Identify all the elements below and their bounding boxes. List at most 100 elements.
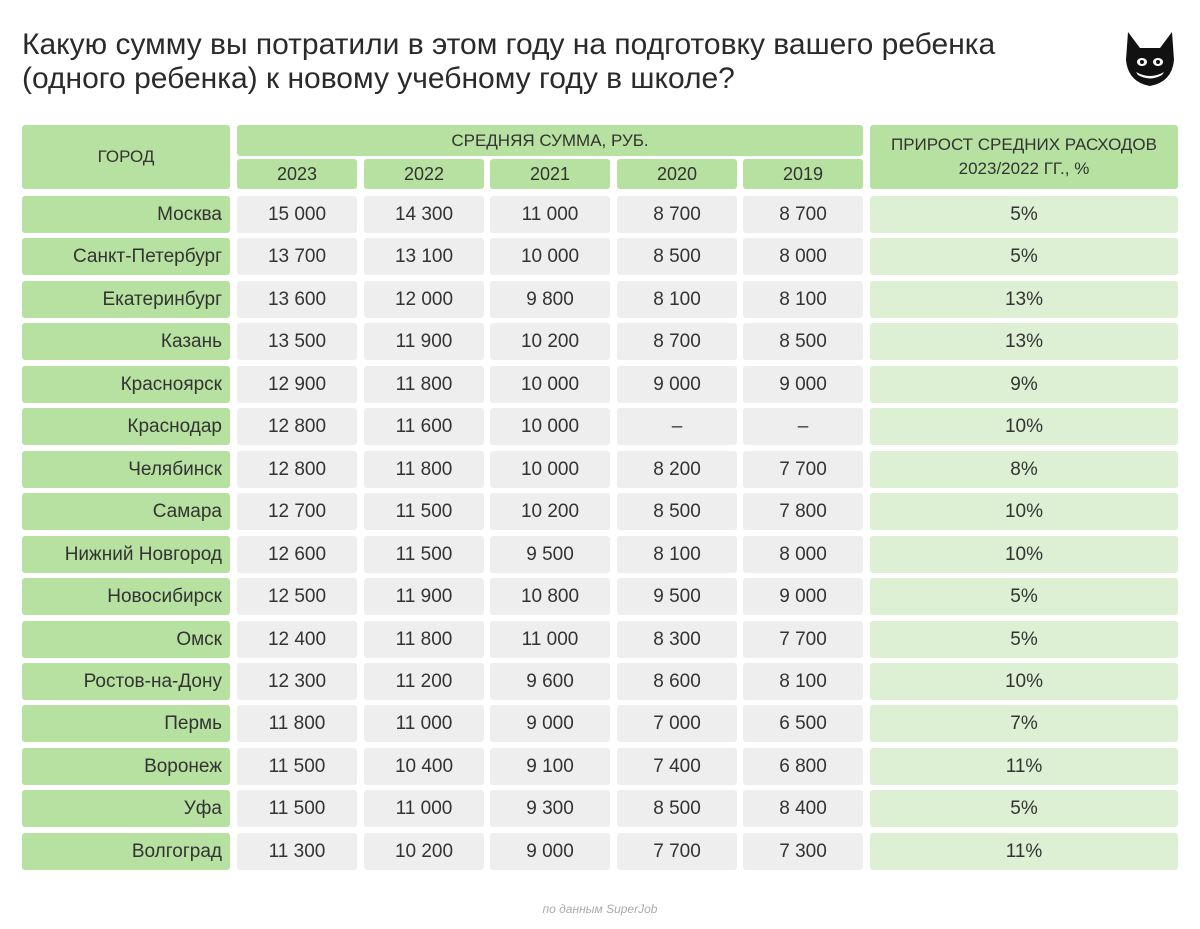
row-city: Санкт-Петербург <box>22 238 230 275</box>
row-value: 11 000 <box>364 790 484 827</box>
row-value: 14 300 <box>364 196 484 233</box>
row-growth: 10% <box>870 536 1178 573</box>
row-value: 12 800 <box>237 408 357 445</box>
row-value: 10 000 <box>490 238 610 275</box>
header-year: 2020 <box>617 159 737 189</box>
row-value: 12 700 <box>237 493 357 530</box>
row-value: 6 500 <box>743 705 863 742</box>
row-value: 12 600 <box>237 536 357 573</box>
header-growth-line2: 2023/2022 ГГ., % <box>958 159 1090 178</box>
row-value: 8 600 <box>617 663 737 700</box>
row-value: 15 000 <box>237 196 357 233</box>
row-value: 10 000 <box>490 451 610 488</box>
row-value: 13 600 <box>237 281 357 318</box>
header-year: 2021 <box>490 159 610 189</box>
row-value: 8 500 <box>743 323 863 360</box>
row-value: – <box>617 408 737 445</box>
row-value: 8 100 <box>617 281 737 318</box>
header-year: 2022 <box>364 159 484 189</box>
row-city: Самара <box>22 493 230 530</box>
row-value: 10 000 <box>490 408 610 445</box>
header-city: ГОРОД <box>22 125 230 189</box>
row-value: 11 500 <box>364 536 484 573</box>
row-value: 11 000 <box>490 621 610 658</box>
row-growth: 5% <box>870 790 1178 827</box>
row-value: 8 100 <box>743 663 863 700</box>
row-growth: 11% <box>870 748 1178 785</box>
row-value: 11 800 <box>364 451 484 488</box>
row-value: 9 600 <box>490 663 610 700</box>
row-value: 11 500 <box>364 493 484 530</box>
row-value: 11 300 <box>237 833 357 870</box>
row-value: 11 600 <box>364 408 484 445</box>
row-value: 10 800 <box>490 578 610 615</box>
row-city: Екатеринбург <box>22 281 230 318</box>
row-value: 8 000 <box>743 536 863 573</box>
row-value: 9 000 <box>743 578 863 615</box>
row-city: Краснодар <box>22 408 230 445</box>
row-value: 11 200 <box>364 663 484 700</box>
row-value: 9 500 <box>490 536 610 573</box>
row-city: Волгоград <box>22 833 230 870</box>
row-value: 8 100 <box>743 281 863 318</box>
row-value: 13 700 <box>237 238 357 275</box>
row-value: 8 700 <box>617 196 737 233</box>
row-value: 12 300 <box>237 663 357 700</box>
row-value: 11 000 <box>364 705 484 742</box>
row-value: 13 100 <box>364 238 484 275</box>
row-value: 7 700 <box>743 451 863 488</box>
row-growth: 5% <box>870 621 1178 658</box>
row-value: – <box>743 408 863 445</box>
row-value: 11 800 <box>364 621 484 658</box>
row-value: 7 700 <box>743 621 863 658</box>
header-year: 2023 <box>237 159 357 189</box>
row-value: 11 500 <box>237 748 357 785</box>
row-value: 9 000 <box>617 366 737 403</box>
row-value: 7 800 <box>743 493 863 530</box>
row-value: 8 500 <box>617 238 737 275</box>
row-city: Пермь <box>22 705 230 742</box>
row-value: 8 700 <box>743 196 863 233</box>
row-value: 8 500 <box>617 493 737 530</box>
row-value: 12 400 <box>237 621 357 658</box>
row-growth: 5% <box>870 238 1178 275</box>
row-value: 7 400 <box>617 748 737 785</box>
row-growth: 10% <box>870 493 1178 530</box>
row-value: 11 900 <box>364 578 484 615</box>
row-value: 6 800 <box>743 748 863 785</box>
row-value: 9 800 <box>490 281 610 318</box>
row-city: Казань <box>22 323 230 360</box>
superjob-logo <box>1126 32 1174 86</box>
row-city: Красноярск <box>22 366 230 403</box>
row-value: 10 200 <box>364 833 484 870</box>
row-value: 9 500 <box>617 578 737 615</box>
row-value: 11 500 <box>237 790 357 827</box>
row-value: 11 800 <box>364 366 484 403</box>
source-note: по данным SuperJob <box>542 902 658 916</box>
row-value: 8 500 <box>617 790 737 827</box>
row-growth: 7% <box>870 705 1178 742</box>
row-growth: 9% <box>870 366 1178 403</box>
row-value: 8 300 <box>617 621 737 658</box>
row-value: 10 400 <box>364 748 484 785</box>
row-city: Уфа <box>22 790 230 827</box>
row-city: Челябинск <box>22 451 230 488</box>
row-city: Новосибирск <box>22 578 230 615</box>
row-value: 7 300 <box>743 833 863 870</box>
row-city: Ростов-на-Дону <box>22 663 230 700</box>
row-value: 9 300 <box>490 790 610 827</box>
row-value: 9 100 <box>490 748 610 785</box>
row-growth: 13% <box>870 323 1178 360</box>
row-growth: 5% <box>870 578 1178 615</box>
row-value: 13 500 <box>237 323 357 360</box>
row-city: Москва <box>22 196 230 233</box>
row-value: 10 200 <box>490 323 610 360</box>
row-value: 10 200 <box>490 493 610 530</box>
row-value: 9 000 <box>490 833 610 870</box>
row-value: 12 900 <box>237 366 357 403</box>
row-value: 7 000 <box>617 705 737 742</box>
row-value: 11 900 <box>364 323 484 360</box>
header-average-sum: СРЕДНЯЯ СУММА, РУБ. <box>237 125 863 156</box>
row-value: 12 000 <box>364 281 484 318</box>
row-growth: 11% <box>870 833 1178 870</box>
